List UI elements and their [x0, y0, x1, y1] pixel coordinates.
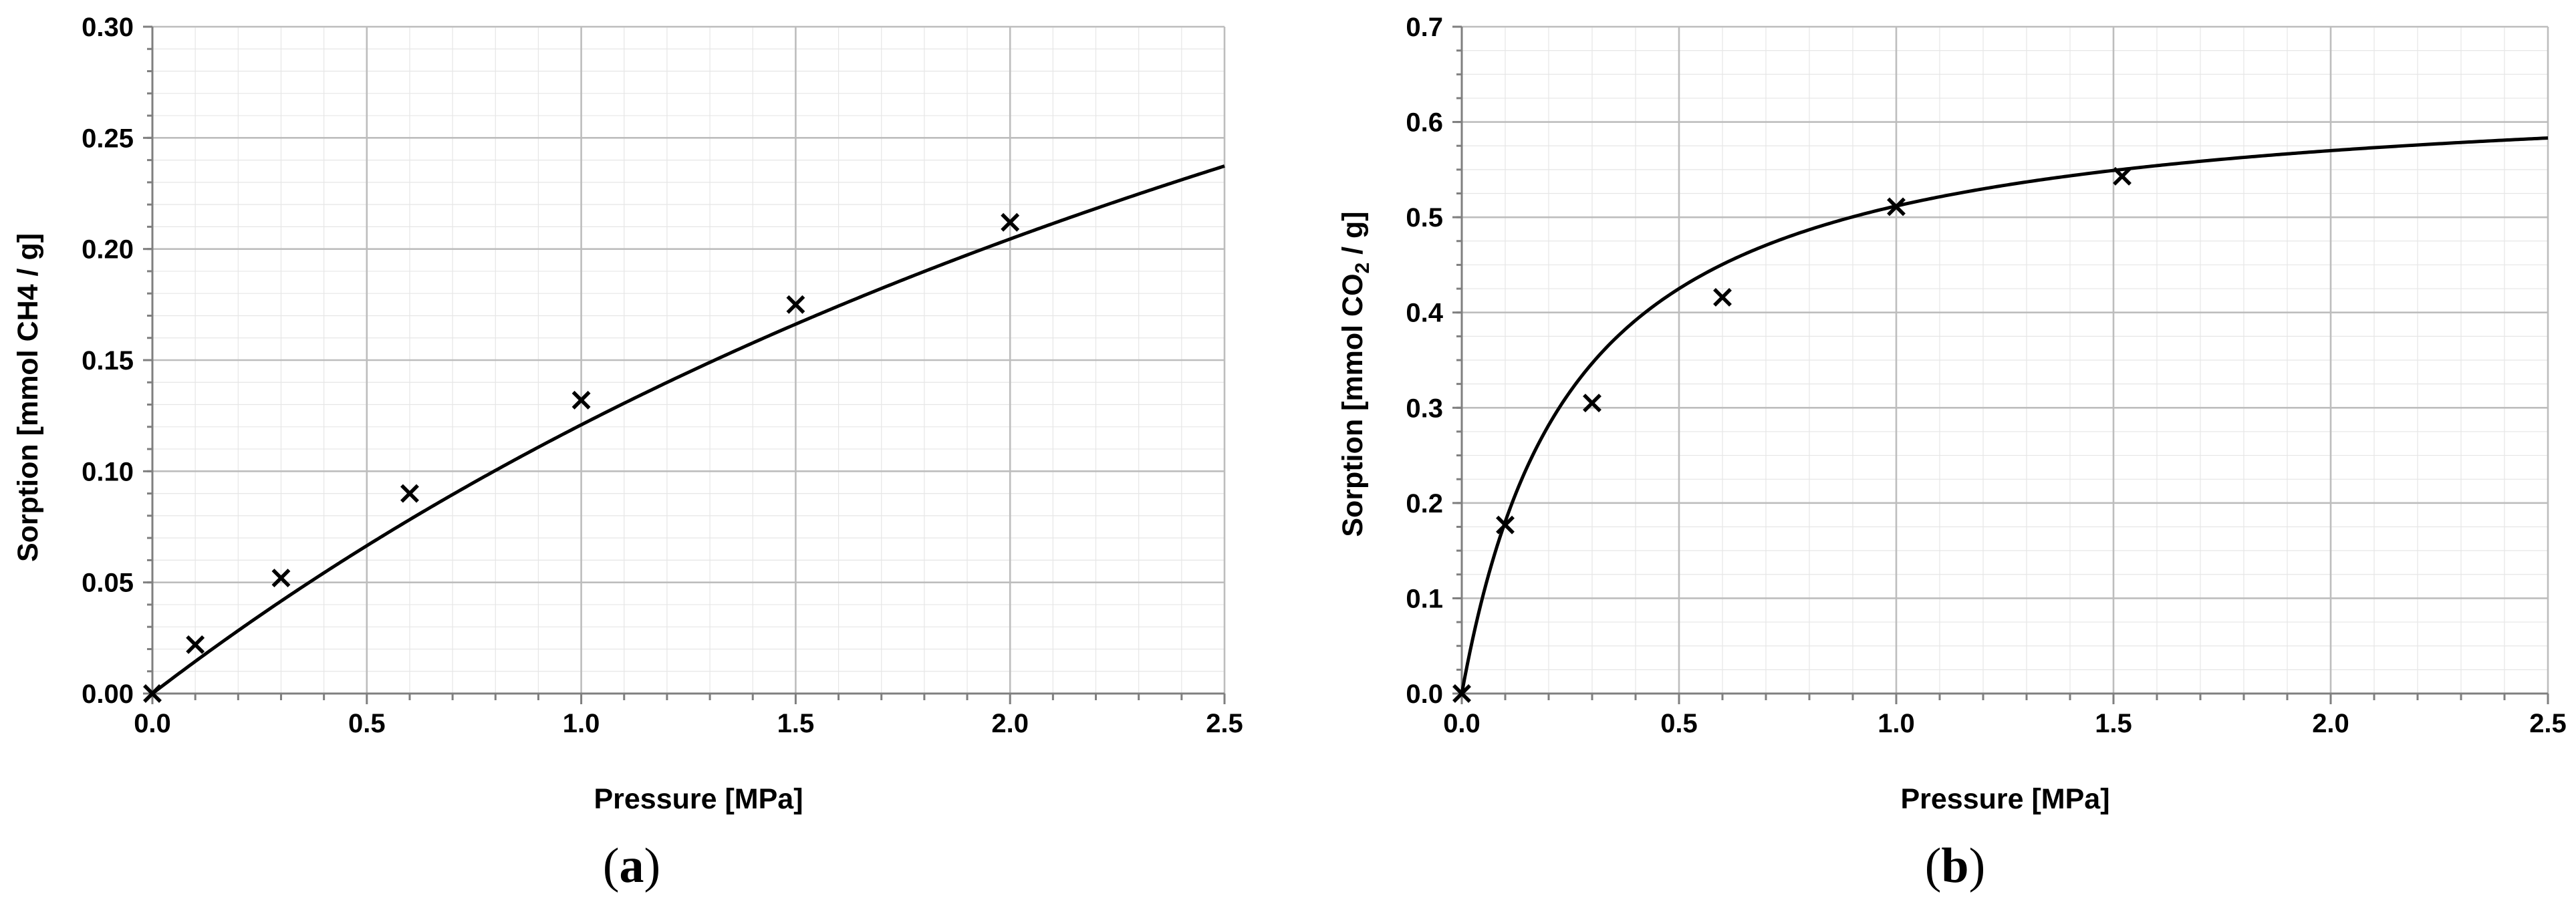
x-tick-label: 2.5	[2529, 709, 2567, 738]
x-tick-label: 1.5	[2095, 709, 2132, 738]
y-tick-label: 0.20	[82, 235, 134, 265]
data-point	[143, 684, 162, 703]
y-axis-title-b-part2: / g]	[1337, 211, 1369, 262]
panel-label-b-letter: b	[1941, 839, 1968, 893]
fit-curve-b	[1460, 136, 2549, 694]
panel-label-b: (b)	[1925, 839, 1985, 893]
y-tick-label: 0.1	[1406, 584, 1443, 613]
y-tick-label: 0.6	[1406, 108, 1443, 138]
x-tick-label: 0.5	[348, 709, 386, 738]
x-tick-label: 0.5	[1660, 709, 1698, 738]
panel-label-a: (a)	[603, 839, 660, 893]
y-tick-label: 0.7	[1406, 13, 1443, 42]
fit-curve-a	[151, 164, 1225, 695]
x-tick-label: 0.0	[1443, 709, 1480, 738]
grid-b	[1462, 25, 2549, 694]
data-point-stroke	[1583, 394, 1601, 413]
data-point	[1452, 684, 1471, 703]
y-axis-title-b: Sorption [mmol CO2 / g]	[1337, 211, 1374, 537]
data-points-b	[1452, 166, 2132, 703]
y-axis-title-b-subscript: 2	[1351, 263, 1374, 274]
chart-panel-a: 0.0 0.5 1.0 1.5 2.0 2.5 0.00 0.05 0.10 0.15 0.20 0.…	[12, 13, 1243, 893]
data-point	[186, 635, 205, 654]
tick-labels-a: 0.0 0.5 1.0 1.5 2.0 2.5 0.00 0.05 0.10 0.15 0.20 0.…	[82, 13, 1243, 738]
y-tick-label: 0.10	[82, 457, 134, 486]
y-tick-label: 0.25	[82, 124, 134, 153]
data-point	[1713, 287, 1732, 307]
data-point	[1001, 212, 1020, 232]
y-tick-label: 0.3	[1406, 394, 1443, 423]
x-tick-label: 2.5	[1206, 709, 1243, 738]
data-point-stroke	[1001, 212, 1020, 232]
data-point	[2113, 166, 2132, 186]
axes-a	[143, 25, 1226, 704]
x-tick-label: 2.0	[991, 709, 1029, 738]
y-axis-title-a: Sorption [mmol CH4 / g]	[12, 233, 44, 562]
y-tick-label: 0.2	[1406, 489, 1443, 518]
data-point	[1583, 394, 1601, 413]
data-point	[1887, 197, 1906, 216]
data-point	[786, 295, 805, 314]
data-point-stroke	[1452, 684, 1471, 703]
y-tick-label: 0.30	[82, 13, 134, 42]
y-tick-label: 0.4	[1406, 299, 1443, 328]
data-point-stroke	[271, 569, 291, 587]
y-tick-label: 0.0	[1406, 680, 1443, 709]
data-point-stroke	[1887, 197, 1906, 216]
data-point-stroke	[400, 484, 419, 503]
data-point	[400, 484, 419, 503]
x-axis-title-b: Pressure [MPa]	[1900, 783, 2109, 815]
y-tick-label: 0.00	[82, 680, 134, 709]
panel-label-a-letter: a	[620, 839, 644, 893]
y-axis-title-b-part1: Sorption [mmol CO	[1337, 273, 1369, 537]
data-point-stroke	[786, 295, 805, 314]
data-points-a	[143, 212, 1020, 703]
y-tick-label: 0.15	[82, 346, 134, 375]
x-tick-label: 1.0	[563, 709, 600, 738]
data-point	[1496, 515, 1515, 535]
data-point-stroke	[2113, 166, 2132, 186]
tick-labels-b: 0.0 0.5 1.0 1.5 2.0 2.5 0.0 0.1 0.2 0.3 0.4 0.5 0.6 0…	[1406, 13, 2566, 738]
data-point	[571, 390, 591, 410]
axes-b	[1452, 25, 2549, 704]
x-axis-title-a: Pressure [MPa]	[594, 783, 803, 815]
data-point	[271, 569, 291, 587]
x-tick-label: 1.5	[777, 709, 815, 738]
data-point-stroke	[186, 635, 205, 654]
data-point-stroke	[143, 684, 162, 703]
x-tick-label: 1.0	[1878, 709, 1915, 738]
chart-panel-b: 0.0 0.5 1.0 1.5 2.0 2.5 0.0 0.1 0.2 0.3 0.4 0.5 0.6 0…	[1337, 13, 2567, 893]
x-tick-label: 0.0	[134, 709, 171, 738]
y-tick-label: 0.05	[82, 569, 134, 598]
data-point-stroke	[1496, 515, 1515, 535]
y-tick-label: 0.5	[1406, 203, 1443, 233]
grid-a	[152, 25, 1226, 694]
data-point-stroke	[571, 390, 591, 410]
data-point-stroke	[1713, 287, 1732, 307]
x-tick-label: 2.0	[2312, 709, 2349, 738]
